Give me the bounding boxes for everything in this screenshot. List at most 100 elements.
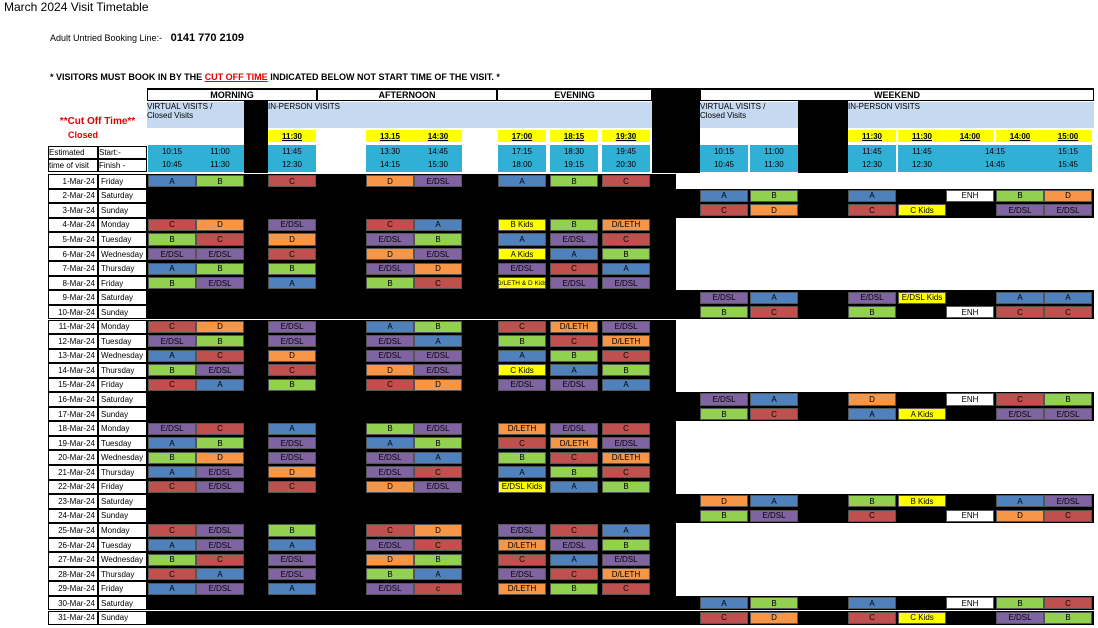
visit-cell: ENH — [946, 393, 994, 406]
day-cell: Sunday — [98, 406, 147, 422]
date-cell: 5-Mar-24 — [48, 232, 98, 247]
day-cell: Saturday — [98, 595, 147, 611]
visit-cell: D — [996, 509, 1044, 522]
visit-cell: E/DSL — [366, 538, 414, 552]
visit-cell: E/DSL Kids — [498, 480, 546, 493]
visit-cell: E/DSL — [268, 218, 316, 231]
row-background — [147, 203, 1094, 218]
visit-cell: D/LETH & D Kids — [497, 277, 547, 290]
visit-cell: E/DSL — [268, 553, 316, 566]
visit-cell: E/DSL — [414, 480, 462, 493]
visit-cell: A — [148, 538, 196, 552]
estimated-start: 15:15 — [1057, 147, 1079, 156]
visit-cell: E/DSL — [196, 364, 244, 377]
visit-cell: B — [1044, 611, 1092, 624]
day-cell: Monday — [98, 217, 147, 233]
visit-group: VIRTUAL VISITS / Closed Visits — [147, 102, 244, 128]
visit-cell: E/DSL — [414, 175, 462, 188]
visit-cell: C — [148, 568, 196, 581]
visit-cell: D/LETH — [498, 422, 546, 435]
visit-cell: D — [196, 218, 244, 231]
notice-text: * VISITORS MUST BOOK IN BY THE — [50, 72, 205, 82]
visit-cell: C — [602, 466, 650, 479]
visit-cell: C — [148, 524, 196, 537]
cutoff-time: 18:15 — [550, 130, 598, 142]
visit-cell: B — [848, 306, 896, 319]
visit-cell: E/DSL — [414, 422, 462, 435]
visit-cell: E/DSL — [1044, 204, 1092, 217]
visit-cell: B — [550, 466, 598, 479]
estimated-finish: 18:00 — [511, 160, 533, 169]
visit-cell: C — [602, 582, 650, 595]
visit-cell: C — [550, 524, 598, 537]
estimated-start: 14:15 — [984, 147, 1006, 156]
visit-cell: D — [414, 262, 462, 275]
day-cell: Friday — [98, 479, 147, 495]
visit-cell: C — [602, 422, 650, 435]
visit-cell: E/DSL — [148, 335, 196, 348]
estimated-finish: 10:45 — [713, 160, 735, 169]
visit-cell: A — [148, 349, 196, 362]
visit-cell: C — [700, 611, 748, 624]
day-cell: Wednesday — [98, 246, 147, 262]
notice: * VISITORS MUST BOOK IN BY THE CUT OFF T… — [50, 72, 500, 82]
visit-cell: D — [196, 451, 244, 464]
row-background — [147, 610, 1094, 626]
visit-cell: E/DSL — [602, 437, 650, 450]
date-cell: 2-Mar-24 — [48, 188, 98, 204]
visit-cell: E/DSL — [196, 524, 244, 537]
visit-cell: B — [268, 262, 316, 275]
visit-cell: A — [848, 597, 896, 610]
visit-cell: C — [498, 437, 546, 450]
visit-cell: A — [700, 597, 748, 610]
visit-cell: A — [848, 408, 896, 421]
visit-cell: D — [196, 320, 244, 333]
estimated-start: 13:30 — [379, 147, 401, 156]
day-cell: Sunday — [98, 304, 147, 320]
estimated-cell — [898, 145, 946, 172]
notice-text: INDICATED BELOW NOT START TIME OF THE VI… — [267, 72, 500, 82]
visit-cell: E/DSL — [996, 204, 1044, 217]
date-cell: 27-Mar-24 — [48, 552, 98, 567]
day-cell: Wednesday — [98, 552, 147, 567]
visit-cell: C — [148, 480, 196, 493]
visit-cell: A — [498, 349, 546, 362]
visit-cell: E/DSL — [366, 466, 414, 479]
visit-cell: A — [268, 422, 316, 435]
visit-cell: B — [550, 218, 598, 231]
visit-cell: E/DSL — [148, 422, 196, 435]
visit-cell: C — [196, 349, 244, 362]
estimated-cell — [366, 145, 414, 172]
estimated-start: 11:00 — [210, 147, 230, 156]
visit-cell: B — [996, 189, 1044, 202]
booking-line-label: Adult Untried Booking Line:- — [50, 33, 163, 43]
cutoff-time: 15:00 — [1044, 130, 1092, 142]
estimated-start: 19:45 — [615, 147, 637, 156]
booking-number: 0141 770 2109 — [170, 32, 245, 44]
section-header: EVENING — [497, 88, 652, 101]
day-cell: Sunday — [98, 508, 147, 524]
visit-cell: B — [996, 597, 1044, 610]
estimated-cell — [550, 145, 598, 172]
estimated-cell — [414, 145, 462, 172]
visit-cell: A — [550, 364, 598, 377]
visit-cell: C — [550, 451, 598, 464]
visit-cell: C — [268, 480, 316, 493]
visit-cell: A — [148, 582, 196, 595]
visit-cell: B Kids — [898, 495, 946, 508]
visit-cell: A — [996, 291, 1044, 304]
row-background — [147, 406, 1094, 422]
visit-cell: E/DSL Kids — [898, 291, 946, 304]
date-cell: 4-Mar-24 — [48, 217, 98, 233]
visit-cell: E/DSL — [196, 480, 244, 493]
visit-cell: E/DSL — [700, 291, 748, 304]
visit-cell: B — [414, 437, 462, 450]
visit-cell: E/DSL — [602, 320, 650, 333]
cutoff-time: 13.15 — [366, 130, 414, 142]
visit-cell: D/LETH — [602, 335, 650, 348]
notice-highlight: CUT OFF TIME — [204, 72, 268, 82]
visit-cell: B — [848, 495, 896, 508]
estimated-finish: 10:45 — [161, 160, 183, 169]
day-cell: Monday — [98, 523, 147, 538]
visit-cell: D — [268, 466, 316, 479]
